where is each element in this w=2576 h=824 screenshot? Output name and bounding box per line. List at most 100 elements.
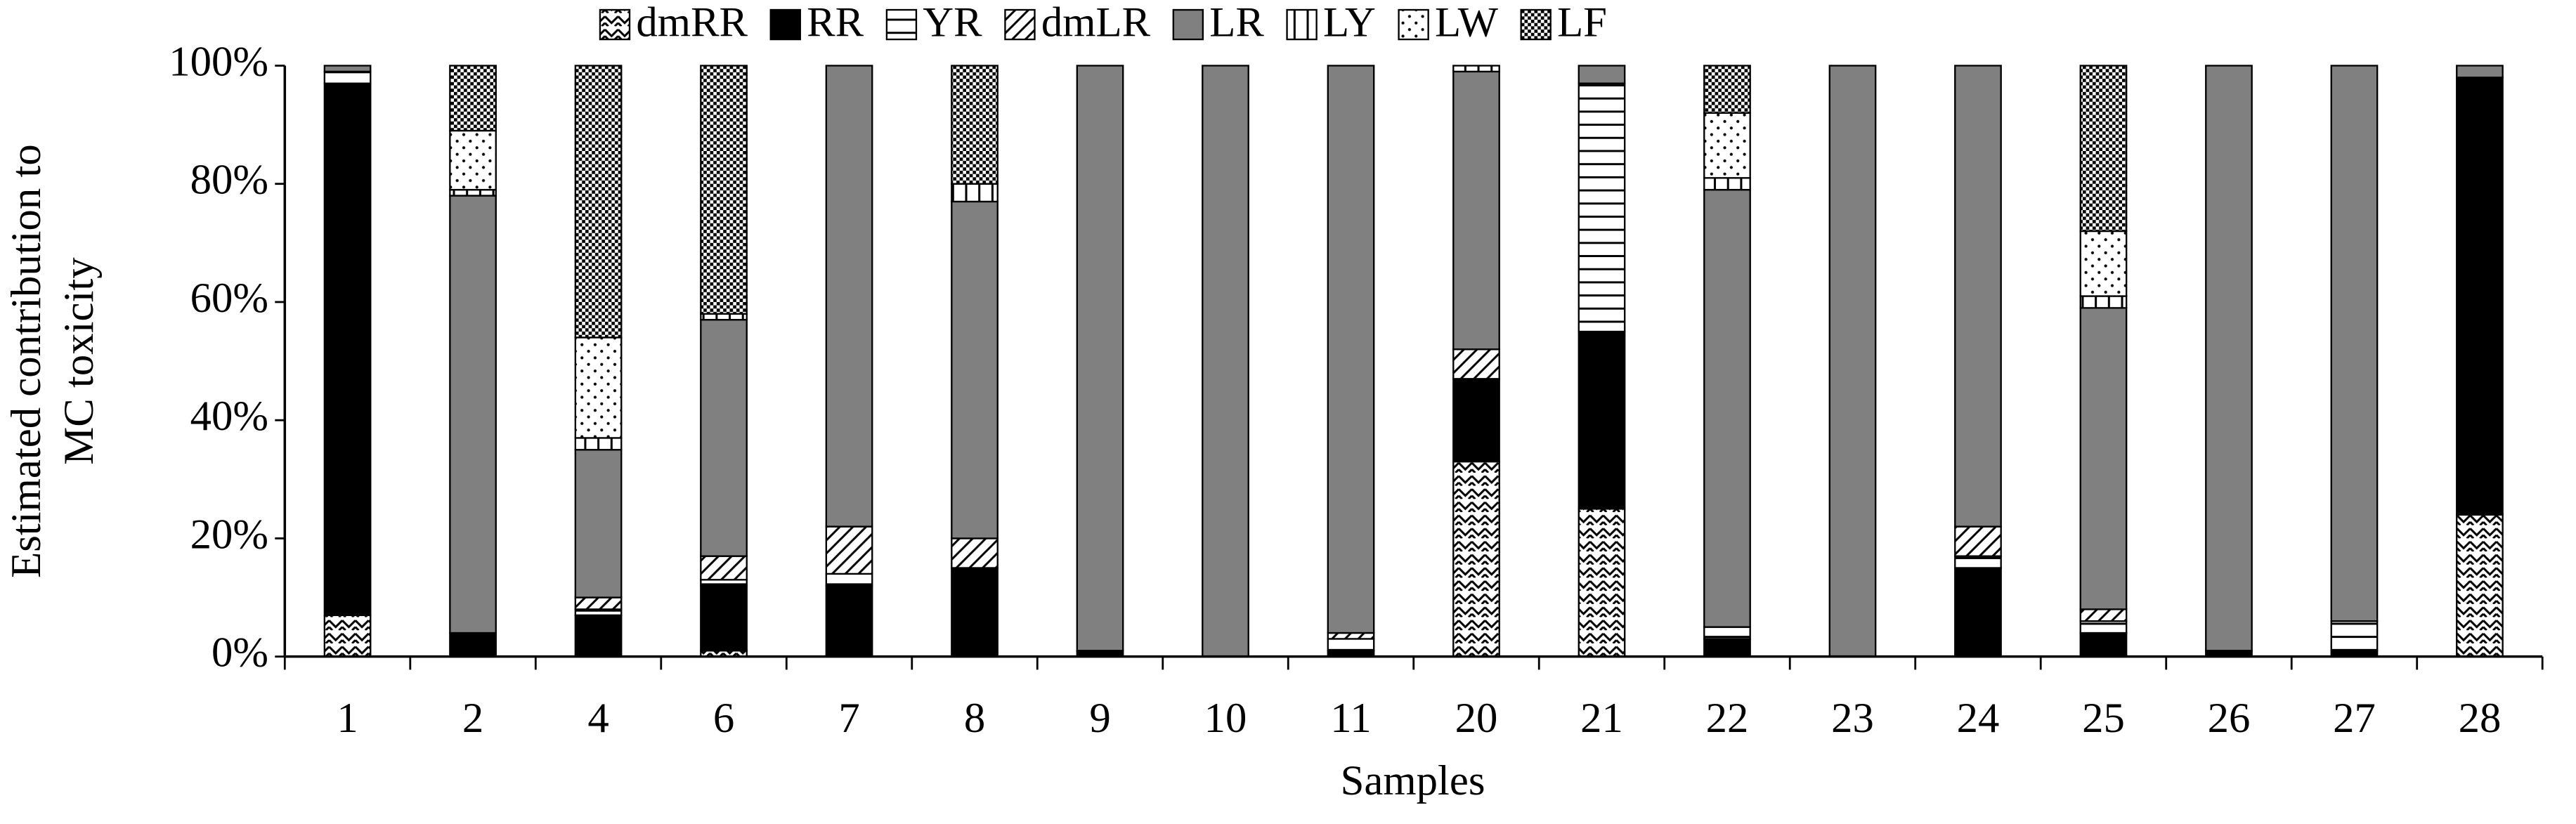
bar-segment: [1452, 378, 1500, 463]
bar-segment: [2456, 514, 2504, 658]
bar-segment: [1703, 177, 1751, 191]
bar-segment: [1954, 525, 2002, 557]
bar-segment: [2079, 632, 2128, 658]
x-tick-label: 28: [2459, 695, 2502, 742]
bar-segment: [700, 313, 748, 321]
y-tick-label: 40%: [190, 393, 268, 440]
bar-segment: [700, 555, 748, 581]
bar-segment: [449, 65, 497, 132]
bar-segment: [1703, 188, 1751, 628]
bar-segment: [574, 596, 623, 610]
y-tick-label: 60%: [190, 275, 268, 322]
y-tick-label: 0%: [212, 629, 268, 676]
bar-segment: [700, 584, 748, 652]
x-tick-label: 9: [1089, 695, 1110, 742]
bar-segment: [2205, 65, 2253, 652]
bar-segment: [1452, 70, 1500, 351]
x-tick-label: 27: [2333, 695, 2376, 742]
x-tick-label: 22: [1706, 695, 1749, 742]
bar-segment: [323, 65, 372, 73]
legend-swatch: [1172, 8, 1204, 41]
legend-swatch: [885, 8, 918, 41]
bar-segment: [1327, 65, 1375, 634]
bar-segment: [2079, 295, 2128, 309]
legend-swatch: [769, 8, 801, 41]
legend-label: RR: [807, 0, 864, 46]
bar-segment: [1703, 638, 1751, 658]
bar-segment: [449, 129, 497, 191]
bar-segment: [574, 65, 623, 339]
bar-segment: [574, 437, 623, 451]
legend-label: YR: [923, 0, 982, 46]
x-tick-label: 21: [1580, 695, 1623, 742]
bar-segment: [951, 200, 998, 539]
bar-segment: [1954, 555, 2002, 569]
bar-segment: [1954, 65, 2002, 528]
legend-swatch: [1004, 8, 1036, 41]
legend-swatch: [1286, 8, 1318, 41]
bar-segment: [700, 579, 748, 587]
x-axis-label: Samples: [1341, 757, 1485, 804]
x-tick-label: 1: [337, 695, 358, 742]
bar-segment: [1578, 65, 1626, 84]
bar-segment: [1452, 348, 1500, 380]
bar-segment: [2456, 65, 2504, 79]
bar-segment: [323, 614, 372, 658]
bar-segment: [323, 70, 372, 84]
bar-segment: [825, 573, 873, 587]
bar-segment: [2079, 608, 2128, 622]
x-tick-label: 24: [1957, 695, 2000, 742]
bar-segment: [1578, 330, 1626, 510]
bar-segment: [2330, 620, 2379, 652]
bar-segment: [825, 525, 873, 575]
bar-segment: [2079, 230, 2128, 297]
bar-segment: [2079, 65, 2128, 233]
legend-label: dmLR: [1041, 0, 1151, 46]
bar-segment: [1828, 65, 1877, 658]
bar-segment: [951, 567, 998, 658]
bar-segment: [2330, 65, 2379, 622]
bar-segment: [1578, 508, 1626, 658]
y-tick-label: 80%: [190, 157, 268, 204]
y-axis-label: MC toxicity: [56, 257, 103, 465]
bar-segment: [1703, 626, 1751, 640]
bar-segment: [574, 449, 623, 599]
x-tick-label: 20: [1455, 695, 1498, 742]
x-tick-label: 11: [1330, 695, 1372, 742]
bar-segment: [449, 188, 497, 197]
x-tick-label: 7: [838, 695, 859, 742]
bar-segment: [2079, 620, 2128, 634]
bar-segment: [1578, 82, 1626, 333]
legend-label: LR: [1209, 0, 1264, 46]
bar-segment: [1202, 65, 1249, 658]
bar-segment: [951, 183, 998, 203]
bar-segment: [951, 537, 998, 569]
bar-segment: [323, 82, 372, 616]
x-tick-label: 4: [587, 695, 609, 742]
bar-segment: [1452, 460, 1500, 658]
legend-swatch: [1520, 8, 1552, 41]
bar-segment: [700, 65, 748, 315]
x-tick-label: 25: [2082, 695, 2125, 742]
bar-segment: [1076, 65, 1124, 652]
bar-segment: [2079, 307, 2128, 610]
bar-segment: [1327, 632, 1375, 640]
legend-label: LY: [1323, 0, 1376, 46]
x-tick-label: 8: [964, 695, 985, 742]
bar-segment: [574, 614, 623, 658]
x-tick-label: 10: [1204, 695, 1247, 742]
legend-label: LW: [1435, 0, 1499, 46]
bar-segment: [1703, 112, 1751, 179]
bar-segment: [449, 632, 497, 658]
y-tick-label: 100%: [169, 38, 268, 85]
bar-segment: [574, 608, 623, 616]
bar-segment: [2456, 77, 2504, 516]
bar-segment: [700, 319, 748, 557]
bar-segment: [825, 584, 873, 658]
bar-segment: [1954, 567, 2002, 658]
legend-label: LF: [1557, 0, 1607, 46]
legend-label: dmRR: [636, 0, 748, 46]
bar-segment: [1452, 65, 1500, 73]
bar-segment: [1327, 638, 1375, 652]
